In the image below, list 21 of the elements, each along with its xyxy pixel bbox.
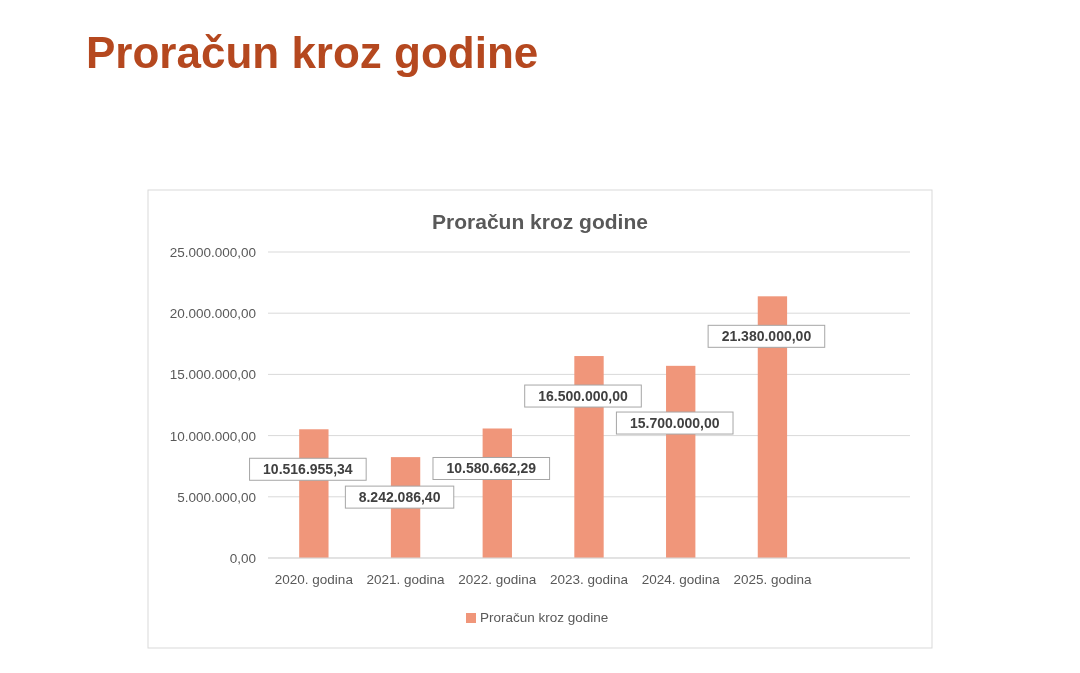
data-label: 10.580.662,29 (446, 460, 537, 477)
x-tick-label: 2025. godina (733, 572, 812, 587)
y-tick-label: 0,00 (229, 551, 256, 566)
data-label: 16.500.000,00 (538, 388, 628, 405)
x-tick-label: 2021. godina (366, 572, 446, 587)
text: Proračun kroz godine (86, 28, 539, 77)
data-label: 10.516.955,34 (263, 461, 353, 478)
y-tick-label: 25.000.000,00 (169, 245, 256, 260)
y-tick-label: 20.000.000,00 (169, 306, 256, 322)
data-label: 15.700.000,00 (629, 415, 720, 432)
data-label: 21.380.000,00 (721, 328, 812, 345)
x-tick-label: 2020. godina (274, 572, 354, 587)
legend-label: Proračun kroz godine (480, 610, 609, 625)
y-tick-label: 5.000.000,00 (177, 489, 256, 505)
x-tick-label: 2024. godina (641, 572, 721, 587)
y-tick-label: 15.000.000,00 (169, 367, 256, 383)
x-tick-label: 2022. godina (458, 572, 537, 587)
y-tick-label: 10.000.000,00 (169, 428, 256, 444)
x-tick-label: 2023. godina (549, 572, 629, 587)
data-label: 8.242.086,40 (358, 489, 441, 506)
chart-title: Proračun kroz godine (432, 210, 648, 233)
